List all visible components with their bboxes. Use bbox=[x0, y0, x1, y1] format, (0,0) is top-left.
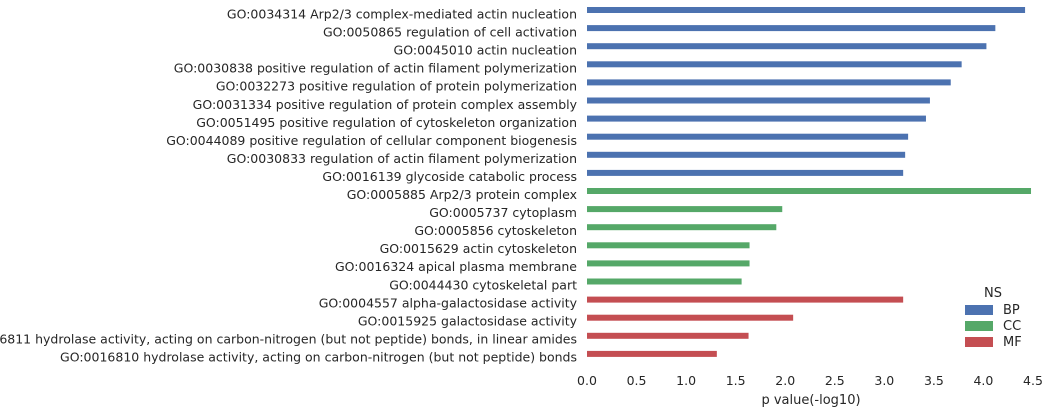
x-axis-title: p value(-log10) bbox=[761, 393, 860, 408]
bar bbox=[587, 296, 904, 303]
bar bbox=[587, 151, 906, 158]
category-label: GO:0030833 regulation of actin filament … bbox=[227, 151, 577, 166]
category-label: GO:0016811 hydrolase activity, acting on… bbox=[0, 331, 577, 346]
category-labels: GO:0034314 Arp2/3 complex-mediated actin… bbox=[0, 7, 578, 365]
bar bbox=[587, 79, 951, 86]
legend-swatch bbox=[965, 321, 993, 331]
category-label: GO:0004557 alpha-galactosidase activity bbox=[319, 295, 578, 310]
category-label: GO:0016139 glycoside catabolic process bbox=[322, 169, 577, 184]
category-label: GO:0045010 actin nucleation bbox=[394, 43, 577, 58]
bar bbox=[587, 206, 783, 213]
category-label: GO:0015925 galactosidase activity bbox=[358, 313, 578, 328]
category-label: GO:0044430 cytoskeletal part bbox=[389, 277, 577, 292]
x-tick-label: 2.0 bbox=[775, 373, 795, 388]
x-tick-label: 4.5 bbox=[1023, 373, 1043, 388]
category-label: GO:0016810 hydrolase activity, acting on… bbox=[60, 349, 577, 364]
bar bbox=[587, 224, 777, 231]
category-label: GO:0015629 actin cytoskeleton bbox=[380, 241, 577, 256]
bar bbox=[587, 260, 750, 267]
category-label: GO:0051495 positive regulation of cytosk… bbox=[196, 115, 577, 130]
bar bbox=[587, 25, 996, 32]
category-label: GO:0044089 positive regulation of cellul… bbox=[166, 133, 577, 148]
bar bbox=[587, 97, 930, 104]
bar bbox=[587, 350, 717, 357]
bars-layer bbox=[587, 7, 1032, 357]
x-tick-label: 0.5 bbox=[627, 373, 647, 388]
bar bbox=[587, 43, 987, 50]
legend-swatch bbox=[965, 337, 993, 347]
bar bbox=[587, 242, 750, 249]
bar bbox=[587, 115, 926, 122]
legend-swatch bbox=[965, 305, 993, 315]
bar bbox=[587, 332, 749, 339]
x-tick-label: 1.0 bbox=[676, 373, 696, 388]
x-tick-label: 3.5 bbox=[924, 373, 944, 388]
x-tick-label: 1.5 bbox=[726, 373, 746, 388]
category-label: GO:0016324 apical plasma membrane bbox=[335, 259, 577, 274]
legend-label: CC bbox=[1003, 319, 1021, 334]
category-label: GO:0005856 cytoskeleton bbox=[414, 223, 577, 238]
x-tick-label: 0.0 bbox=[577, 373, 597, 388]
x-tick-label: 2.5 bbox=[825, 373, 845, 388]
x-axis-ticks: 0.0 0.5 1.0 1.5 2.0 2.5 3.0 3.5 4.0 4.5 bbox=[577, 373, 1043, 388]
category-label: GO:0030838 positive regulation of actin … bbox=[174, 61, 577, 76]
category-label: GO:0031334 positive regulation of protei… bbox=[193, 97, 578, 112]
bar bbox=[587, 278, 742, 285]
legend-title: NS bbox=[984, 286, 1002, 301]
bar bbox=[587, 7, 1026, 13]
x-tick-label: 4.0 bbox=[973, 373, 993, 388]
category-label: GO:0032273 positive regulation of protei… bbox=[216, 79, 577, 94]
bar bbox=[587, 188, 1032, 194]
x-tick-label: 3.0 bbox=[874, 373, 894, 388]
bar bbox=[587, 169, 904, 176]
category-label: GO:0050865 regulation of cell activation bbox=[323, 25, 577, 40]
category-label: GO:0005737 cytoplasm bbox=[429, 205, 577, 220]
legend-label: MF bbox=[1003, 335, 1022, 350]
bar bbox=[587, 61, 962, 68]
bar bbox=[587, 314, 794, 321]
bar bbox=[587, 133, 909, 140]
category-label: GO:0034314 Arp2/3 complex-mediated actin… bbox=[227, 7, 577, 22]
category-label: GO:0005885 Arp2/3 protein complex bbox=[347, 187, 577, 202]
legend-label: BP bbox=[1003, 303, 1020, 318]
